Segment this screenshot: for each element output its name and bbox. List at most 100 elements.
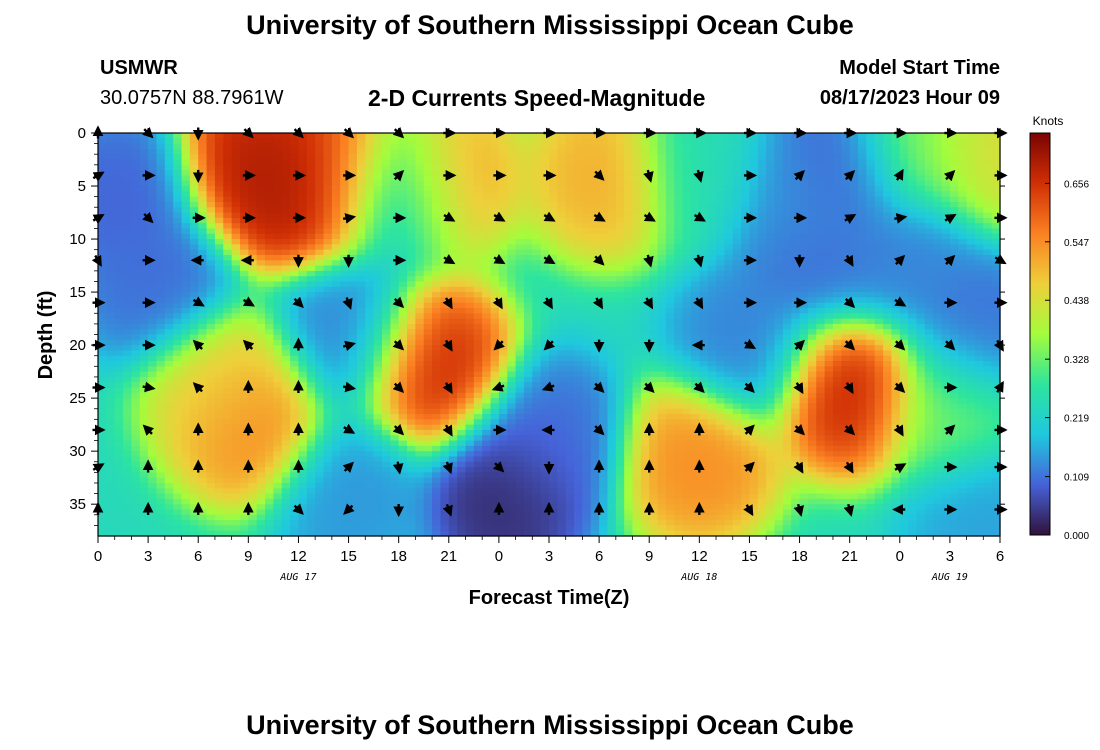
heatmap-cell: [482, 260, 492, 267]
heatmap-cell: [223, 292, 233, 298]
heatmap-cell: [156, 488, 166, 495]
heatmap-cell: [123, 297, 133, 304]
heatmap-cell: [448, 440, 458, 447]
heatmap-cell: [457, 196, 467, 203]
heatmap-cell: [248, 154, 258, 161]
heatmap-cell: [290, 286, 300, 293]
heatmap-cell: [448, 514, 458, 521]
heatmap-cell: [473, 292, 483, 298]
heatmap-cell: [139, 180, 149, 187]
heatmap-cell: [139, 355, 149, 362]
heatmap-cell: [181, 488, 191, 495]
heatmap-cell: [331, 339, 341, 346]
heatmap-cell: [390, 154, 400, 161]
heatmap-cell: [173, 164, 183, 171]
heatmap-cell: [640, 355, 650, 362]
heatmap-cell: [615, 233, 625, 240]
heatmap-cell: [515, 514, 525, 521]
heatmap-cell: [323, 382, 333, 389]
heatmap-cell: [206, 472, 216, 479]
heatmap-cell: [457, 302, 467, 309]
heatmap-cell: [265, 419, 274, 426]
heatmap-cell: [490, 180, 500, 187]
heatmap-cell: [457, 223, 467, 230]
heatmap-cell: [281, 159, 291, 166]
heatmap-cell: [256, 408, 266, 415]
heatmap-cell: [448, 339, 458, 346]
heatmap-cell: [582, 212, 592, 219]
heatmap-cell: [139, 445, 149, 452]
heatmap-cell: [557, 371, 567, 378]
heatmap-cell: [306, 398, 316, 405]
heatmap-cell: [315, 382, 325, 389]
heatmap-cell: [465, 170, 475, 177]
heatmap-cell: [265, 429, 274, 436]
heatmap-cell: [632, 419, 642, 426]
heatmap-cell: [590, 403, 600, 410]
heatmap-cell: [381, 382, 391, 389]
heatmap-cell: [273, 148, 283, 155]
heatmap-cell: [223, 138, 233, 145]
heatmap-cell: [114, 260, 124, 267]
heatmap-cell: [198, 398, 208, 405]
heatmap-cell: [331, 451, 341, 458]
heatmap-cell: [574, 477, 584, 484]
heatmap-cell: [239, 239, 249, 245]
heatmap-cell: [356, 366, 366, 373]
heatmap-cell: [582, 429, 592, 436]
heatmap-cell: [198, 265, 208, 272]
heatmap-cell: [214, 525, 224, 532]
heatmap-cell: [298, 323, 308, 330]
heatmap-cell: [323, 133, 333, 139]
heatmap-cell: [231, 307, 241, 314]
heatmap-cell: [265, 477, 274, 484]
heatmap-cell: [532, 180, 542, 187]
heatmap-cell: [381, 456, 391, 463]
heatmap-cell: [423, 472, 433, 479]
heatmap-cell: [632, 392, 642, 399]
heatmap-cell: [365, 525, 375, 532]
heatmap-cell: [565, 233, 575, 240]
heatmap-cell: [599, 366, 609, 373]
heatmap-cell: [607, 361, 617, 367]
heatmap-cell: [615, 461, 625, 468]
heatmap-cell: [281, 456, 291, 463]
heatmap-cell: [331, 419, 341, 426]
heatmap-cell: [198, 371, 208, 378]
heatmap-cell: [290, 170, 300, 177]
heatmap-cell: [390, 228, 400, 235]
heatmap-cell: [415, 419, 425, 426]
heatmap-cell: [390, 329, 400, 336]
heatmap-cell: [365, 164, 375, 171]
heatmap-cell: [323, 530, 333, 537]
heatmap-cell: [214, 143, 224, 150]
heatmap-cell: [131, 382, 141, 389]
heatmap-cell: [123, 429, 133, 436]
heatmap-cell: [323, 467, 333, 473]
heatmap-cell: [473, 265, 483, 272]
heatmap-cell: [214, 186, 224, 192]
heatmap-cell: [114, 467, 124, 473]
heatmap-cell: [523, 488, 533, 495]
heatmap-cell: [348, 445, 358, 452]
heatmap-cell: [557, 514, 567, 521]
heatmap-cell: [273, 323, 283, 330]
heatmap-cell: [482, 244, 492, 251]
heatmap-cell: [473, 286, 483, 293]
heatmap-cell: [565, 292, 575, 298]
heatmap-cell: [231, 429, 241, 436]
heatmap-cell: [181, 191, 191, 198]
heatmap-cell: [490, 525, 500, 532]
heatmap-cell: [590, 159, 600, 166]
heatmap-cell: [523, 223, 533, 230]
heatmap-cell: [198, 493, 208, 500]
heatmap-cell: [306, 408, 316, 415]
heatmap-cell: [607, 345, 617, 352]
heatmap-cell: [632, 318, 642, 325]
heatmap-cell: [398, 392, 408, 399]
heatmap-cell: [223, 355, 233, 362]
heatmap-cell: [465, 482, 475, 489]
heatmap-cell: [223, 170, 233, 177]
heatmap-cell: [181, 270, 191, 277]
heatmap-cell: [340, 361, 350, 367]
